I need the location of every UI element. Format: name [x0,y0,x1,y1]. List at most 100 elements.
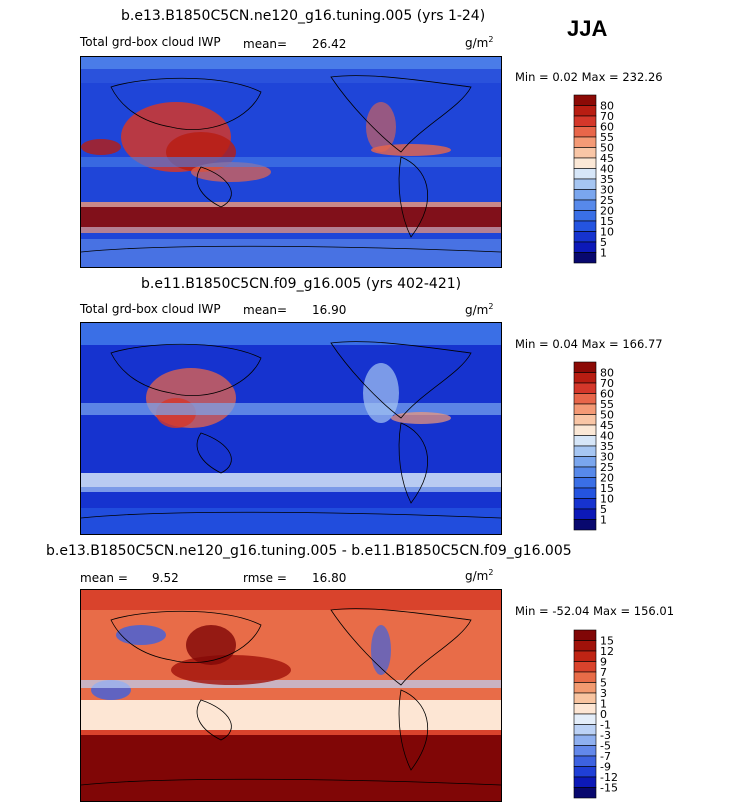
colorbar-swatch [573,126,597,138]
colorbar-tick-label: 45 [600,152,614,165]
colorbar-swatch [573,361,597,373]
colorbar-swatch [573,414,597,426]
panel1-colorbar: 1 5 10 15 20 25 30 35 40 45 50 55 60 70 80 [573,94,654,267]
colorbar-swatch [573,147,597,159]
colorbar-swatch [573,241,597,253]
colorbar-tick-label: 10 [600,226,614,239]
colorbar-swatch [573,629,597,641]
colorbar-tick-label: 70 [600,110,614,123]
panel3-rmse-label: rmse = [243,571,287,585]
colorbar-swatch [573,640,597,652]
panel2-variable: Total grd-box cloud IWP [80,302,221,316]
colorbar-tick-label: 15 [600,635,614,648]
colorbar-swatch [573,508,597,520]
colorbar-tick-label: 15 [600,215,614,228]
panel1-map-svg [81,57,501,267]
colorbar-swatch [573,519,597,531]
colorbar-swatch [573,393,597,405]
colorbar-tick-label: 25 [600,194,614,207]
colorbar-swatch [573,703,597,715]
colorbar-tick-label: 30 [600,451,614,464]
colorbar-swatch [573,692,597,704]
colorbar-swatch [573,403,597,415]
colorbar-swatch [573,168,597,180]
colorbar-tick-label: -3 [600,729,611,742]
panel1-units: g/m2 [465,35,494,50]
colorbar-tick-label: -15 [600,782,618,795]
colorbar-tick-label: -9 [600,761,611,774]
panel3-mean-label: mean = [80,571,128,585]
colorbar-tick-label: 10 [600,493,614,506]
colorbar-swatch [573,115,597,127]
colorbar-swatch [573,210,597,222]
colorbar-tick-label: 55 [600,131,614,144]
colorbar-swatch [573,724,597,736]
colorbar-swatch [573,157,597,169]
colorbar-swatch [573,105,597,117]
colorbar-tick-label: 80 [600,100,614,113]
colorbar-tick-label: 40 [600,430,614,443]
colorbar-tick-label: -12 [600,771,618,784]
colorbar-swatch [573,136,597,148]
colorbar-tick-label: 15 [600,482,614,495]
colorbar-swatch [573,671,597,683]
colorbar-tick-label: 25 [600,461,614,474]
colorbar-swatch [573,445,597,457]
panel3-rmse-value: 16.80 [312,571,347,585]
colorbar-tick-label: 1 [600,514,607,527]
colorbar-swatch [573,745,597,757]
panel1-title: b.e13.B1850C5CN.ne120_g16.tuning.005 (yr… [121,8,486,24]
colorbar-tick-label: 1 [600,247,607,260]
colorbar-tick-label: 20 [600,472,614,485]
panel1-mean-label: mean= [243,37,288,51]
colorbar-tick-label: 3 [600,687,607,700]
panel2-mean-label: mean= [243,303,288,317]
colorbar-tick-label: -5 [600,740,611,753]
colorbar-tick-label: 9 [600,656,607,669]
colorbar-tick-label: -1 [600,719,611,732]
colorbar-tick-label: 35 [600,173,614,186]
colorbar-tick-label: 70 [600,377,614,390]
colorbar-swatch [573,424,597,436]
colorbar-tick-label: 50 [600,142,614,155]
colorbar-tick-label: 5 [600,236,607,249]
colorbar-swatch [573,435,597,447]
colorbar-swatch [573,252,597,264]
panel2-map [80,322,502,535]
colorbar-tick-label: 60 [600,388,614,401]
colorbar-swatch [573,787,597,799]
panel3-title: b.e13.B1850C5CN.ne120_g16.tuning.005 - b… [46,543,572,559]
colorbar-tick-label: 30 [600,184,614,197]
colorbar-swatch [573,498,597,510]
colorbar-swatch [573,682,597,694]
colorbar-swatch [573,776,597,788]
colorbar-tick-label: 45 [600,419,614,432]
panel1-map [80,56,502,268]
panel2-colorbar: 1 5 10 15 20 25 30 35 40 45 50 55 60 70 80 [573,361,654,534]
colorbar-swatch [573,456,597,468]
season-label: JJA [567,16,608,41]
panel3-map-svg [81,590,501,801]
colorbar-swatch [573,487,597,499]
panel2-map-svg [81,323,501,534]
colorbar-tick-label: 1 [600,698,607,711]
colorbar-tick-label: 35 [600,440,614,453]
colorbar-swatch [573,734,597,746]
colorbar-swatch [573,382,597,394]
panel3-mean-value: 9.52 [152,571,179,585]
colorbar-tick-label: 40 [600,163,614,176]
panel1-mean-value: 26.42 [312,37,347,51]
panel3-minmax: Min = -52.04 Max = 156.01 [515,604,675,618]
colorbar-swatch [573,466,597,478]
colorbar-swatch [573,231,597,243]
colorbar-tick-label: 12 [600,645,614,658]
panel1-minmax: Min = 0.02 Max = 232.26 [515,70,663,84]
colorbar-swatch [573,220,597,232]
colorbar-swatch [573,650,597,662]
colorbar-swatch [573,766,597,778]
panel2-units: g/m2 [465,302,494,317]
colorbar-tick-label: 60 [600,121,614,134]
colorbar-swatch [573,713,597,725]
